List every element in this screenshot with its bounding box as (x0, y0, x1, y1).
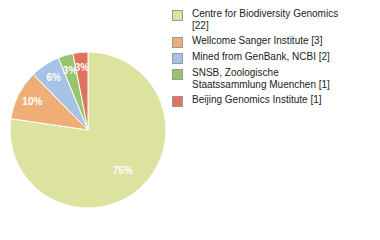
svg-text:6%: 6% (46, 72, 61, 83)
html-text:Centre for Biodiversity Genomi: Centre for Biodiversity Genomics [22] (192, 8, 339, 31)
svg-text:3%: 3% (75, 62, 90, 73)
html-text:Wellcome Sanger Institute [3]: Wellcome Sanger Institute [3] (192, 35, 323, 46)
svg-text:75%: 75% (113, 165, 133, 176)
svg-text:10%: 10% (22, 96, 42, 107)
svg-text:3%: 3% (62, 64, 78, 76)
html-text:Mined from GenBank, NCBI [2]: Mined from GenBank, NCBI [2] (192, 51, 330, 62)
html-text:Beijing Genomics Institute [1]: Beijing Genomics Institute [1] (192, 94, 322, 105)
html-text:SNSB, Zoologische Staatssammlu: SNSB, Zoologische Staatssammlung Muenche… (192, 67, 330, 90)
